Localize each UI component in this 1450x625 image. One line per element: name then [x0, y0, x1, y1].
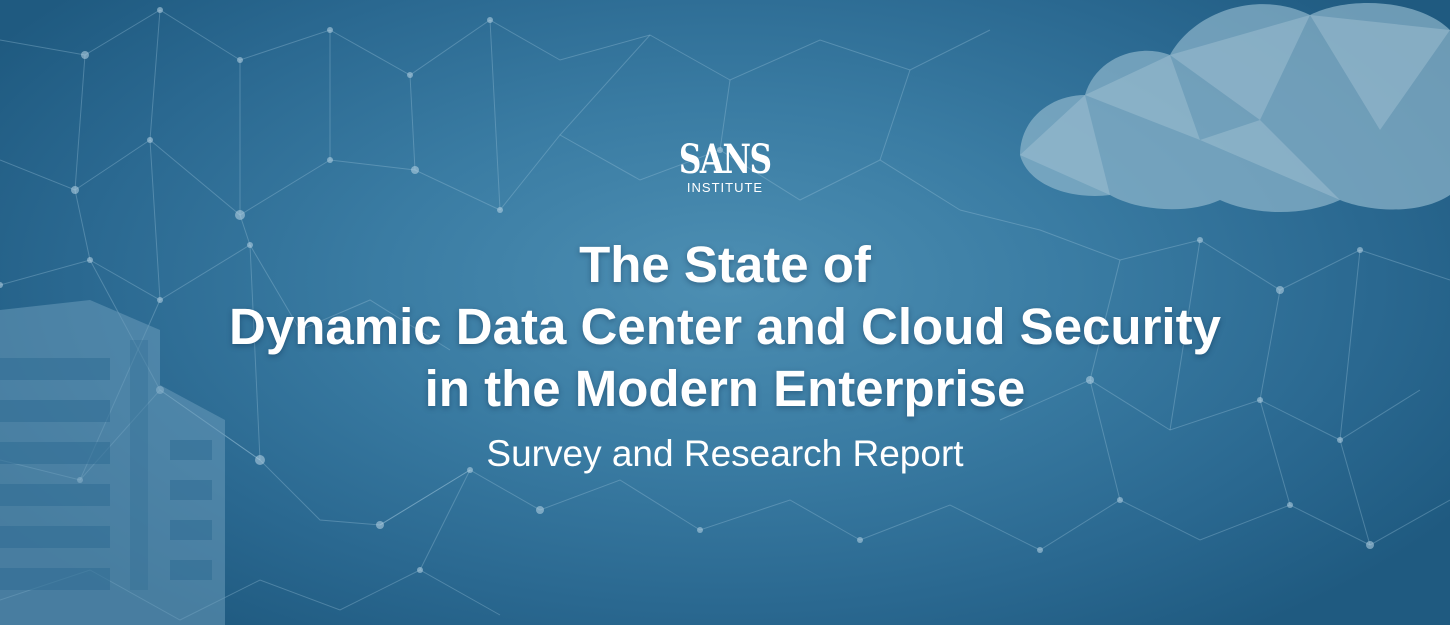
title-line-3: in the Modern Enterprise	[424, 360, 1026, 417]
cloud-shape	[1020, 3, 1450, 213]
report-title: The State of Dynamic Data Center and Clo…	[0, 234, 1450, 420]
title-line-1: The State of	[579, 236, 871, 293]
title-line-2: Dynamic Data Center and Cloud Security	[229, 298, 1221, 355]
building-windows	[0, 340, 212, 590]
report-subtitle: Survey and Research Report	[486, 433, 964, 474]
logo-wordmark: SANS	[679, 136, 772, 183]
sans-institute-logo: SANS INSTITUTE	[0, 136, 1450, 196]
logo-subtext: INSTITUTE	[686, 180, 764, 195]
